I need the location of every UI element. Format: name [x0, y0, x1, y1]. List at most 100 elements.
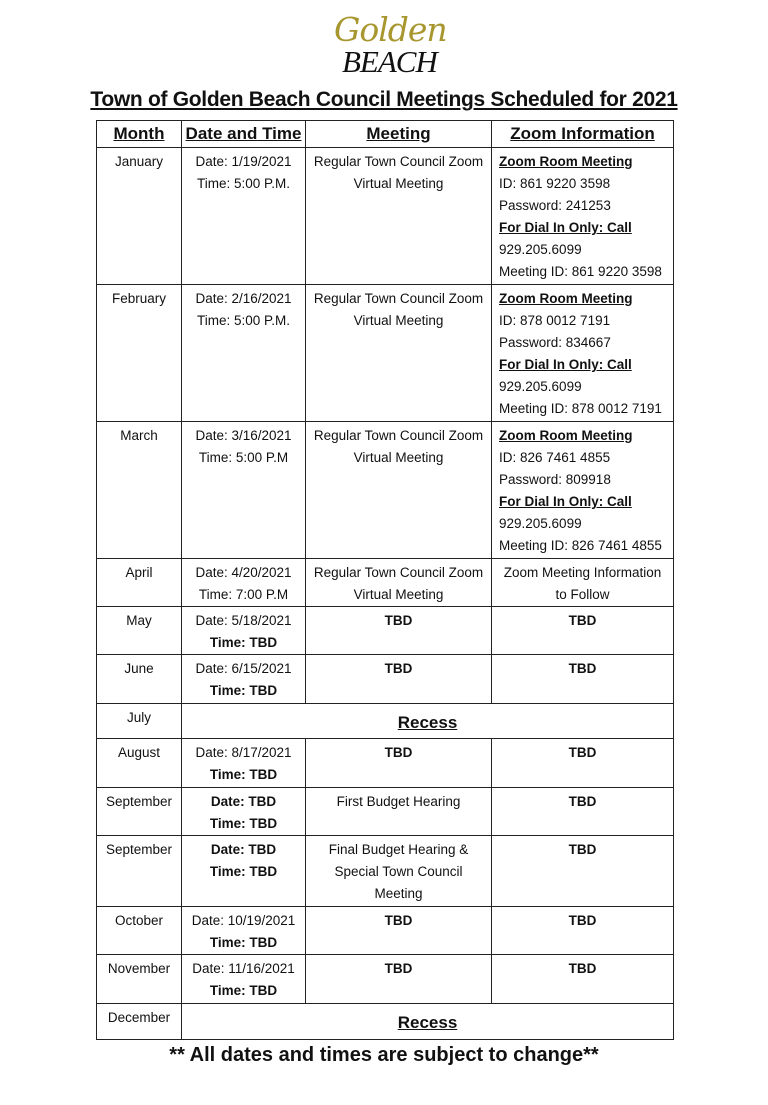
cell-line: Date: 11/16/2021 — [192, 961, 295, 976]
cell-line: TBD — [384, 961, 413, 976]
meeting-cell: TBD — [305, 954, 492, 1004]
cell-line: Date: 5/18/2021 — [195, 613, 292, 628]
meeting-cell: First Budget Hearing — [305, 787, 492, 836]
table-row: February Date: 2/16/2021 Time: 5:00 P.M. Re… — [96, 284, 674, 422]
cell-line: Zoom Room Meeting — [499, 428, 633, 443]
recess-cell: Recess — [181, 1003, 674, 1040]
cell-line: Time: TBD — [209, 983, 278, 998]
zoom-info-cell: TBD — [491, 906, 674, 955]
cell-line: Meeting ID: 826 7461 4855 — [499, 538, 662, 553]
date-time-cell: Date: TBD Time: TBD — [181, 835, 306, 907]
cell-line: Time: TBD — [209, 767, 278, 782]
month-cell: July — [96, 703, 182, 739]
cell-line: Zoom Room Meeting — [499, 154, 633, 169]
date-time-cell: Date: 1/19/2021 Time: 5:00 P.M. — [181, 147, 306, 285]
cell-line: TBD — [568, 913, 597, 928]
cell-line: Special Town Council — [334, 864, 463, 879]
cell-line: Time: TBD — [209, 935, 278, 950]
table-header-row: Month Date and Time Meeting Zoom Informa… — [96, 120, 674, 148]
date-time-cell: Date: 2/16/2021 Time: 5:00 P.M. — [181, 284, 306, 422]
logo-golden-text: Golden — [334, 10, 448, 49]
zoom-info-cell: TBD — [491, 654, 674, 704]
table-row: June Date: 6/15/2021 Time: TBD TBD TBD — [96, 654, 674, 704]
cell-line: ID: 878 0012 7191 — [499, 313, 611, 328]
cell-line: TBD — [568, 613, 597, 628]
month-cell: September — [96, 787, 182, 836]
cell-line: 929.205.6099 — [499, 242, 582, 257]
cell-line: Time: 5:00 P.M. — [196, 313, 291, 328]
cell-line: Virtual Meeting — [353, 176, 444, 191]
cell-line: Zoom Meeting Information — [503, 565, 662, 580]
month-cell: October — [96, 906, 182, 955]
table-row: May Date: 5/18/2021 Time: TBD TBD TBD — [96, 606, 674, 655]
disclaimer-footer: ** All dates and times are subject to ch… — [169, 1044, 599, 1066]
cell-line: Date: 10/19/2021 — [191, 913, 296, 928]
date-time-cell: Date: 11/16/2021 Time: TBD — [181, 954, 306, 1004]
cell-line: Password: 834667 — [499, 335, 611, 350]
cell-line: Meeting ID: 861 9220 3598 — [499, 264, 662, 279]
cell-line: Date: TBD — [210, 842, 277, 857]
zoom-info-cell: TBD — [491, 787, 674, 836]
page-title: Town of Golden Beach Council Meetings Sc… — [90, 88, 678, 111]
cell-line: 929.205.6099 — [499, 379, 582, 394]
table-row: December Recess — [96, 1003, 674, 1040]
cell-line: Regular Town Council Zoom — [313, 154, 484, 169]
cell-line: TBD — [384, 913, 413, 928]
zoom-info-cell: TBD — [491, 835, 674, 907]
zoom-info-cell: Zoom Meeting Information to Follow — [491, 558, 674, 607]
cell-line: Time: TBD — [209, 816, 278, 831]
cell-line: ID: 826 7461 4855 — [499, 450, 611, 465]
meeting-cell: Regular Town Council Zoom Virtual Meeting — [305, 147, 492, 285]
month-cell: March — [96, 421, 182, 559]
cell-line: TBD — [384, 745, 413, 760]
zoom-info-cell: Zoom Room Meeting ID: 826 7461 4855 Passwo… — [491, 421, 674, 559]
cell-line: Date: 2/16/2021 — [195, 291, 292, 306]
meeting-cell: Regular Town Council Zoom Virtual Meeting — [305, 284, 492, 422]
meeting-cell: Regular Town Council Zoom Virtual Meeting — [305, 421, 492, 559]
meeting-cell: TBD — [305, 654, 492, 704]
cell-line: Zoom Room Meeting — [499, 291, 633, 306]
table-row: January Date: 1/19/2021 Time: 5:00 P.M. Reg… — [96, 147, 674, 285]
zoom-info-cell: TBD — [491, 954, 674, 1004]
cell-line: Regular Town Council Zoom — [313, 428, 484, 443]
month-cell: December — [96, 1003, 182, 1040]
date-time-cell: Date: 3/16/2021 Time: 5:00 P.M — [181, 421, 306, 559]
cell-line: to Follow — [555, 587, 610, 602]
month-cell: November — [96, 954, 182, 1004]
cell-line: TBD — [568, 961, 597, 976]
meeting-cell: TBD — [305, 606, 492, 655]
cell-line: For Dial In Only: Call — [499, 494, 632, 509]
month-cell: April — [96, 558, 182, 607]
date-time-cell: Date: 5/18/2021 Time: TBD — [181, 606, 306, 655]
cell-line: Date: 3/16/2021 — [195, 428, 292, 443]
cell-line: Date: 1/19/2021 — [195, 154, 292, 169]
recess-cell: Recess — [181, 703, 674, 739]
cell-line: Date: 6/15/2021 — [195, 661, 292, 676]
cell-line: Meeting — [374, 886, 423, 901]
cell-line: TBD — [384, 661, 413, 676]
month-cell: August — [96, 738, 182, 788]
cell-line: Regular Town Council Zoom — [313, 565, 484, 580]
cell-line: Time: TBD — [209, 635, 278, 650]
table-row: November Date: 11/16/2021 Time: TBD TBD TBD — [96, 954, 674, 1004]
cell-line: Virtual Meeting — [353, 587, 444, 602]
table-row: April Date: 4/20/2021 Time: 7:00 P.M Regula… — [96, 558, 674, 607]
table-body: January Date: 1/19/2021 Time: 5:00 P.M. Reg… — [96, 147, 674, 1040]
header-date-time: Date and Time — [181, 120, 306, 148]
date-time-cell: Date: TBD Time: TBD — [181, 787, 306, 836]
date-time-cell: Date: 6/15/2021 Time: TBD — [181, 654, 306, 704]
date-time-cell: Date: 8/17/2021 Time: TBD — [181, 738, 306, 788]
month-cell: February — [96, 284, 182, 422]
cell-line: For Dial In Only: Call — [499, 220, 632, 235]
cell-line: Virtual Meeting — [353, 450, 444, 465]
cell-line: Regular Town Council Zoom — [313, 291, 484, 306]
cell-line: Date: TBD — [210, 794, 277, 809]
zoom-info-cell: TBD — [491, 606, 674, 655]
cell-line: Time: 7:00 P.M — [198, 587, 289, 602]
cell-line: Meeting ID: 878 0012 7191 — [499, 401, 662, 416]
cell-line: Virtual Meeting — [353, 313, 444, 328]
table-row: March Date: 3/16/2021 Time: 5:00 P.M Regula… — [96, 421, 674, 559]
table-row: October Date: 10/19/2021 Time: TBD TBD TBD — [96, 906, 674, 955]
golden-beach-logo: Golden BEACH — [320, 10, 460, 80]
cell-line: TBD — [568, 745, 597, 760]
